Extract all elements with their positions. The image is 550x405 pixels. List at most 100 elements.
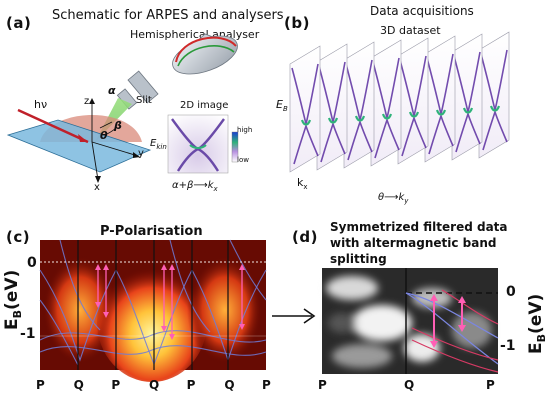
arpes-schematic (6, 33, 238, 183)
dataset-slice (289, 45, 321, 173)
panel-d-ytick-0: 0 (506, 284, 516, 300)
arrow-head-down (95, 302, 101, 308)
panel-d-title-3: splitting (330, 252, 387, 266)
eb-letter: E (276, 98, 283, 111)
band-line (39, 330, 267, 343)
alpha-label: α (108, 84, 116, 97)
panel-a-title: Schematic for ARPES and analysers (52, 8, 284, 23)
panel-c-ytick-1: -1 (20, 326, 36, 342)
theta-label: θ (100, 129, 108, 142)
arrow-head-up (430, 294, 438, 301)
image2d-label: 2D image (180, 100, 229, 111)
colorbar-low-label: low (237, 156, 249, 164)
arrow-head-up (239, 264, 245, 270)
panel-c-letter: (c) (6, 228, 31, 246)
mapping-kx-sub: x (213, 185, 218, 193)
colorbar-high-label: high (237, 126, 253, 134)
band-line (39, 269, 117, 362)
beta-label: β (114, 119, 122, 132)
z-axis-label: z (84, 96, 90, 107)
panel-d-ylabel-letter: E (526, 342, 546, 354)
photon-beam (17, 108, 89, 144)
arrow-head-up (95, 264, 101, 270)
mapping-ky-text: θ⟶k (378, 192, 405, 203)
panel-c-ytick-0: 0 (27, 255, 37, 271)
arrow-head-down (458, 325, 466, 332)
panel-d-ylabel: EB(eV) (526, 294, 548, 354)
x-axis-label: x (94, 182, 100, 193)
dataset-slice (478, 31, 510, 159)
panel-c-xtick: P (36, 378, 45, 392)
arrow-head-down (169, 334, 175, 340)
arrow-head-down (161, 326, 167, 332)
arrow-head-up (161, 264, 167, 270)
dataset-slice (370, 39, 402, 167)
panel-d-ylabel-sub: B (535, 333, 549, 343)
split-band-line (411, 327, 499, 361)
band-line (169, 239, 211, 333)
panel-c-xtick: Q (224, 378, 235, 392)
panel-a-letter: (a) (6, 14, 32, 32)
dataset-slice (316, 43, 348, 171)
kx-subscript: x (303, 183, 308, 192)
mapping-kx-text: α+β⟶k (172, 180, 214, 191)
arrow-head-down (239, 324, 245, 330)
panel-c-xtick: P (111, 378, 121, 392)
panel-b-letter: (b) (284, 14, 310, 32)
ekin-letter: E (150, 138, 157, 149)
arrow-head-down (103, 312, 109, 318)
sample-plate (6, 119, 152, 173)
band-line (229, 239, 267, 301)
arrow-head-up (169, 264, 175, 270)
mapping-kx-label: α+β⟶kx (172, 180, 218, 193)
panel-c-ylabel-unit: (eV) (2, 269, 22, 310)
arrow-head-up (103, 264, 109, 270)
kx-letter: k (297, 176, 304, 189)
panel-b-subtitle: 3D dataset (380, 24, 441, 37)
ekin-label: Ekin (150, 138, 167, 151)
p-polarisation-heatmap (39, 239, 267, 382)
panel-c-xtick: P (262, 378, 271, 392)
split-band-line (405, 292, 499, 365)
panel-c-ylabel-letter: E (2, 318, 22, 330)
panel-d-ytick-1: -1 (500, 338, 516, 354)
panel-c-xtick: Q (73, 378, 84, 392)
symmetrized-filtered-image (322, 268, 499, 374)
panel-c-ylabel: EB(eV) (2, 270, 24, 330)
panel-d-xtick: Q (404, 378, 415, 392)
dataset-slice (424, 35, 456, 163)
dataset-slice (451, 33, 483, 161)
slit-label: Slit (136, 95, 152, 106)
y-axis-label: y (138, 148, 144, 159)
arrow-head-down (430, 341, 438, 348)
kx-label: kx (297, 176, 308, 191)
transition-arrow (272, 308, 316, 324)
panel-d-xtick: P (318, 378, 327, 392)
eb-subscript: B (282, 105, 288, 114)
panel-d-title-2: with altermagnetic band (330, 236, 497, 250)
image2d-spectrum (167, 114, 229, 174)
panel-d-title-1: Symmetrized filtered data (330, 220, 508, 234)
dataset-3d-slices (289, 31, 510, 173)
panel-d-xtick: P (486, 378, 495, 392)
band-line (59, 239, 101, 331)
analyser-icon (116, 33, 238, 110)
split-band-line (441, 289, 499, 325)
photon-label: hν (34, 98, 48, 111)
colorbar (231, 131, 239, 163)
panel-c-ylabel-sub: B (11, 309, 25, 319)
mapping-ky-sub: y (404, 197, 409, 205)
mapping-ky-label: θ⟶ky (378, 192, 408, 205)
panel-d-ylabel-unit: (eV) (526, 293, 546, 334)
ekin-subscript: kin (156, 143, 167, 151)
panel-b-title: Data acquisitions (370, 4, 474, 18)
panel-c-title: P-Polarisation (100, 224, 203, 239)
split-band-line (411, 339, 499, 373)
panel-c-xtick: P (186, 378, 196, 392)
panel-c-xtick: Q (149, 378, 160, 392)
dataset-slice (343, 41, 375, 169)
band-line (39, 345, 267, 356)
panel-d-letter: (d) (292, 228, 318, 246)
dataset-slice (397, 37, 429, 165)
arrow-head-up (458, 296, 466, 303)
